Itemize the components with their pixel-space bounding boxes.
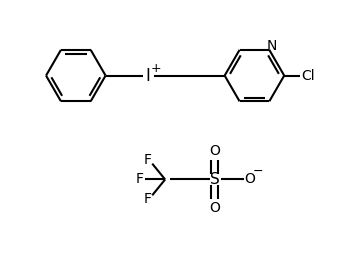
Text: F: F	[135, 172, 143, 186]
Text: +: +	[151, 62, 162, 75]
Text: O: O	[244, 172, 255, 186]
Text: O: O	[209, 144, 220, 158]
Text: −: −	[253, 165, 264, 178]
Text: F: F	[143, 153, 151, 167]
Text: F: F	[143, 192, 151, 206]
Text: I: I	[146, 67, 151, 84]
Text: S: S	[210, 172, 219, 187]
Text: Cl: Cl	[301, 69, 315, 83]
Text: N: N	[267, 39, 277, 53]
Text: O: O	[209, 201, 220, 215]
